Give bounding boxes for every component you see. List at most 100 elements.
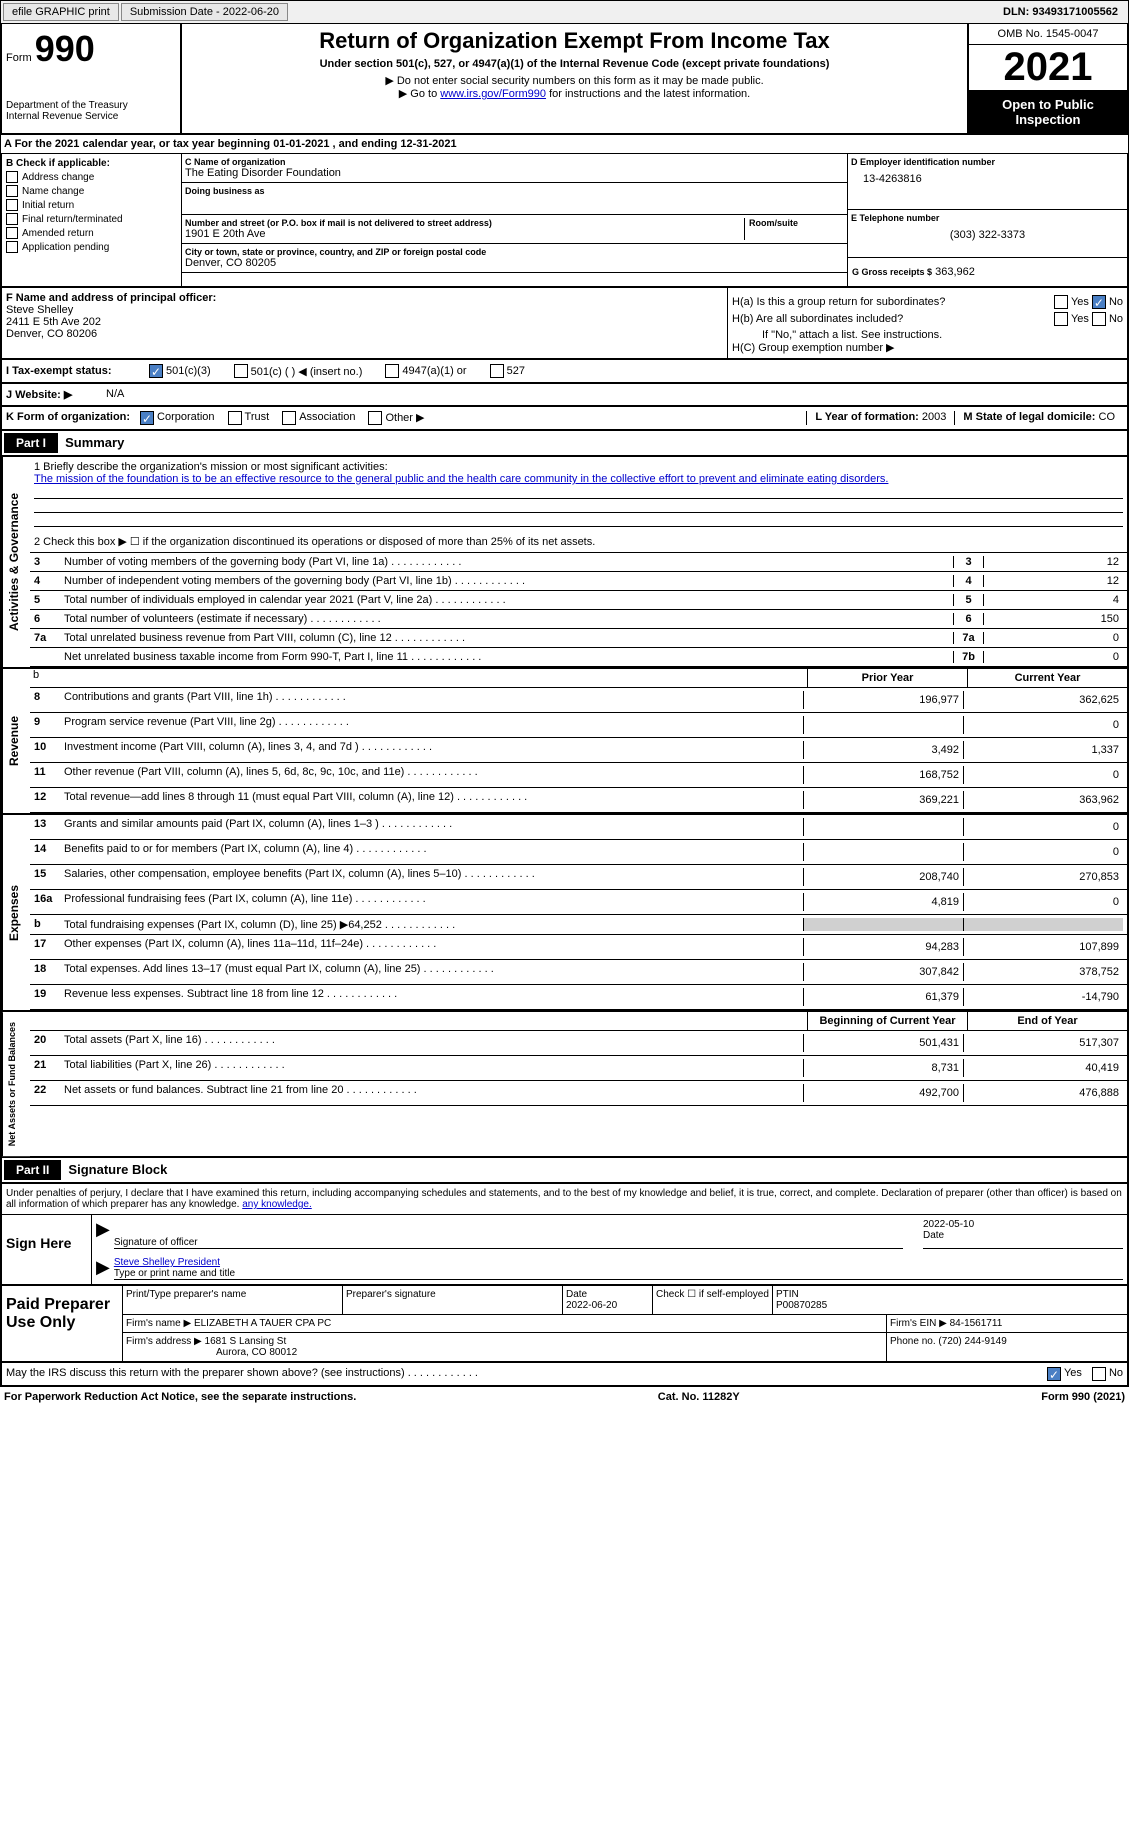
ha-no-checkbox[interactable]: ✓: [1092, 295, 1106, 309]
section-f: F Name and address of principal officer:…: [2, 288, 727, 358]
form-footer: Form 990 (2021): [1041, 1391, 1125, 1403]
section-h: H(a) Is this a group return for subordin…: [727, 288, 1127, 358]
part2-title: Signature Block: [68, 1162, 167, 1177]
gross-label: G Gross receipts $: [852, 267, 932, 277]
prior-value: 208,740: [803, 868, 963, 886]
ha-yes-checkbox[interactable]: [1054, 295, 1068, 309]
sig-arrow-icon: ▶: [96, 1219, 110, 1249]
527-checkbox[interactable]: [490, 364, 504, 378]
form-org-label: K Form of organization:: [6, 411, 130, 425]
year-block: OMB No. 1545-0047 2021 Open to Public In…: [967, 24, 1127, 133]
room-label: Room/suite: [749, 218, 844, 228]
irs-link[interactable]: www.irs.gov/Form990: [440, 88, 546, 100]
label-amended: Amended return: [22, 228, 94, 239]
line-num: b: [34, 918, 64, 931]
tax-year: 2021: [969, 45, 1127, 91]
discuss-no-label: No: [1109, 1367, 1123, 1381]
checkbox-address-change[interactable]: [6, 171, 18, 183]
begin-year-header: Beginning of Current Year: [807, 1012, 967, 1030]
sig-officer-label: Signature of officer: [114, 1237, 198, 1248]
assoc-checkbox[interactable]: [282, 411, 296, 425]
org-name-label: C Name of organization: [185, 157, 844, 167]
trust-checkbox[interactable]: [228, 411, 242, 425]
discuss-yes-label: Yes: [1064, 1367, 1082, 1381]
firm-name-value: ELIZABETH A TAUER CPA PC: [194, 1318, 331, 1329]
checkbox-name-change[interactable]: [6, 185, 18, 197]
title-block: Return of Organization Exempt From Incom…: [182, 24, 967, 133]
line-num: 10: [34, 741, 64, 759]
firm-addr2-value: Aurora, CO 80012: [126, 1347, 297, 1358]
line-num: 9: [34, 716, 64, 734]
discuss-no-checkbox[interactable]: [1092, 1367, 1106, 1381]
gross-value: 363,962: [935, 266, 975, 278]
checkbox-app-pending[interactable]: [6, 241, 18, 253]
label-final-return: Final return/terminated: [22, 214, 123, 225]
officer-name: Steve Shelley: [6, 304, 723, 316]
self-employed-check[interactable]: Check ☐ if self-employed: [653, 1286, 773, 1314]
501c3-checkbox[interactable]: ✓: [149, 364, 163, 378]
line-text: Professional fundraising fees (Part IX, …: [64, 893, 803, 911]
section-c: C Name of organization The Eating Disord…: [182, 154, 847, 286]
prior-value: [803, 918, 963, 931]
prior-value: 3,492: [803, 741, 963, 759]
line-val: 4: [983, 594, 1123, 606]
line-box: 3: [953, 556, 983, 568]
efile-button[interactable]: efile GRAPHIC print: [3, 3, 119, 21]
firm-addr-label: Firm's address ▶: [126, 1336, 202, 1347]
current-value: 476,888: [963, 1084, 1123, 1102]
checkbox-final-return[interactable]: [6, 213, 18, 225]
line-val: 12: [983, 575, 1123, 587]
state-domicile-value: CO: [1099, 411, 1116, 423]
hb-yes-checkbox[interactable]: [1054, 312, 1068, 326]
phone-value: (303) 322-3373: [851, 223, 1124, 241]
firm-addr1-value: 1681 S Lansing St: [205, 1336, 287, 1347]
hb-no-checkbox[interactable]: [1092, 312, 1106, 326]
line-num: 11: [34, 766, 64, 784]
line-num: 4: [34, 575, 64, 587]
hb-label: H(b) Are all subordinates included?: [732, 313, 1051, 325]
open-public-label: Open to Public Inspection: [969, 91, 1127, 133]
line-num: 18: [34, 963, 64, 981]
other-checkbox[interactable]: [368, 411, 382, 425]
line-text: Investment income (Part VIII, column (A)…: [64, 741, 803, 759]
prior-value: 196,977: [803, 691, 963, 709]
line-box: 4: [953, 575, 983, 587]
prior-value: [803, 716, 963, 734]
line-box: 5: [953, 594, 983, 606]
current-value: 378,752: [963, 963, 1123, 981]
checkbox-initial-return[interactable]: [6, 199, 18, 211]
sign-here-label: Sign Here: [2, 1215, 92, 1284]
form-label: Form: [6, 52, 32, 64]
other-label: Other ▶: [385, 411, 424, 425]
corp-checkbox[interactable]: ✓: [140, 411, 154, 425]
side-netassets: Net Assets or Fund Balances: [2, 1012, 30, 1156]
state-domicile-label: M State of legal domicile:: [963, 411, 1095, 423]
sig-officer-field[interactable]: Signature of officer: [114, 1219, 903, 1249]
year-formation-value: 2003: [922, 411, 946, 423]
501c-checkbox[interactable]: [234, 364, 248, 378]
line-box: 6: [953, 613, 983, 625]
discuss-label: May the IRS discuss this return with the…: [6, 1367, 1044, 1381]
line-text: Benefits paid to or for members (Part IX…: [64, 843, 803, 861]
prior-year-header: Prior Year: [807, 669, 967, 687]
prior-value: 94,283: [803, 938, 963, 956]
current-value: 0: [963, 766, 1123, 784]
discuss-yes-checkbox[interactable]: ✓: [1047, 1367, 1061, 1381]
prep-phone-label: Phone no.: [890, 1336, 936, 1347]
part1-title: Summary: [65, 435, 124, 450]
section-b: B Check if applicable: Address change Na…: [2, 154, 182, 286]
hb-yes-label: Yes: [1071, 313, 1089, 325]
current-value: 107,899: [963, 938, 1123, 956]
paperwork-notice: For Paperwork Reduction Act Notice, see …: [4, 1391, 356, 1403]
ha-no-label: No: [1109, 296, 1123, 308]
line-val: 12: [983, 556, 1123, 568]
ptin-value: P00870285: [776, 1300, 827, 1311]
prep-print-label: Print/Type preparer's name: [126, 1289, 339, 1300]
4947-checkbox[interactable]: [385, 364, 399, 378]
checkbox-amended[interactable]: [6, 227, 18, 239]
prior-value: 492,700: [803, 1084, 963, 1102]
prior-value: 61,379: [803, 988, 963, 1006]
line-text: Net assets or fund balances. Subtract li…: [64, 1084, 803, 1102]
row-k: K Form of organization: ✓Corporation Tru…: [0, 407, 1129, 431]
form-subtitle: Under section 501(c), 527, or 4947(a)(1)…: [186, 58, 963, 70]
